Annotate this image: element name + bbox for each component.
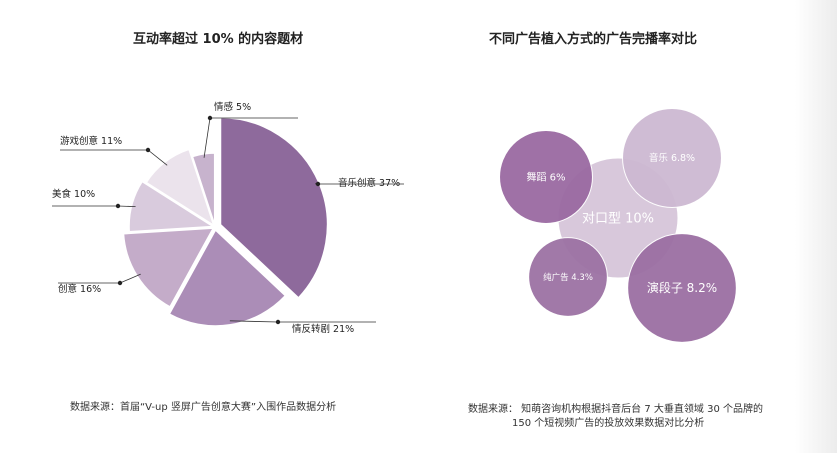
bubble-label-4: 纯广告 4.3% (543, 272, 593, 283)
pie-label-0: 音乐创意 37% (338, 177, 400, 189)
pie-label-2: 创意 16% (58, 283, 101, 295)
pie-label-1: 情反转剧 21% (292, 323, 354, 335)
bubble-label-3: 舞蹈 6% (526, 171, 565, 183)
pie-label-3: 美食 10% (52, 188, 95, 200)
bubble-source-line-1: 数据来源： 知萌咨询机构根据抖音后台 7 大垂直领域 30 个品牌的 (468, 404, 763, 415)
bubble-label-0: 对口型 10% (582, 211, 654, 226)
pie-label-5: 情感 5% (214, 101, 251, 113)
bubble-label-2: 音乐 6.8% (649, 152, 695, 164)
pie-leader-dot-0 (315, 181, 321, 187)
pie-leader-dot-5 (207, 115, 213, 121)
pie-slice-5 (191, 152, 216, 226)
pie-leader-dot-4 (145, 147, 151, 153)
pie-leader-dot-2 (117, 280, 123, 286)
pie-leader-dot-1 (275, 319, 281, 325)
pie-slice-4 (145, 148, 216, 228)
pie-chart: 音乐创意 37% 情反转剧 21% 创意 16% 美食 10% 游戏创意 11% 情感 5… (52, 101, 404, 335)
bubble-source-line-2: 150 个短视频广告的投放效果数据对比分析 (512, 418, 705, 429)
bubble-chart-title: 不同广告植入方式的广告完播率对比 (489, 32, 698, 47)
bubble-3 (499, 130, 593, 224)
pie-source-note: 数据来源：首届“V-up 竖屏广告创意大赛”入围作品数据分析 (70, 402, 337, 413)
bubble-4 (528, 237, 608, 317)
bubble-2 (622, 108, 722, 208)
pie-chart-title: 互动率超过 10% 的内容题材 (133, 32, 304, 47)
bubble-label-1: 演段子 8.2% (647, 280, 717, 295)
pie-slice-3 (128, 180, 216, 233)
pie-label-4: 游戏创意 11% (60, 135, 122, 147)
edge-shade (795, 0, 837, 453)
pie-leader-dot-3 (115, 203, 121, 209)
pie-slice-2 (122, 227, 215, 308)
bubble-1 (627, 233, 737, 343)
pie-slice-1 (168, 228, 287, 327)
